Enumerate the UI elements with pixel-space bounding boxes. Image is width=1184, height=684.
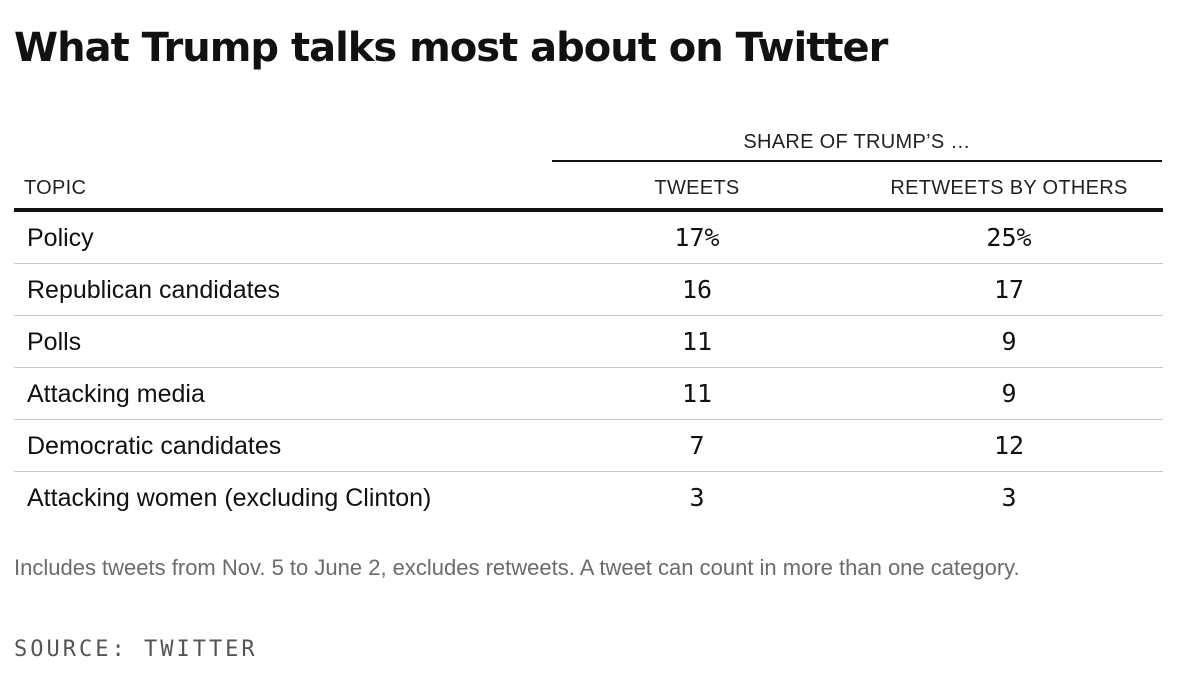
footnote: Includes tweets from Nov. 5 to June 2, e… xyxy=(14,555,1020,580)
tweets-cell: 11 xyxy=(681,327,713,356)
table-row: Attacking women (excluding Clinton) 3 3 xyxy=(14,472,1163,523)
column-header-retweets: RETWEETS BY OTHERS xyxy=(890,177,1128,199)
table-header-row: TOPIC TWEETS RETWEETS BY OTHERS xyxy=(14,170,1163,212)
table-row: Policy 17% 25% xyxy=(14,212,1163,264)
topic-cell: Democratic candidates xyxy=(27,432,282,460)
data-table: TOPIC TWEETS RETWEETS BY OTHERS Policy 1… xyxy=(14,170,1163,523)
source-credit: SOURCE: TWITTER xyxy=(14,637,258,662)
tweets-cell: 3 xyxy=(689,483,705,512)
retweets-cell: 17 xyxy=(993,275,1025,304)
chart-title: What Trump talks most about on Twitter xyxy=(14,25,888,71)
table-row: Republican candidates 16 17 xyxy=(14,264,1163,316)
topic-cell: Attacking women (excluding Clinton) xyxy=(27,484,432,512)
table-row: Democratic candidates 7 12 xyxy=(14,420,1163,472)
tweets-cell: 17% xyxy=(674,223,720,252)
retweets-cell: 12 xyxy=(993,431,1025,460)
tweets-cell: 7 xyxy=(689,431,705,460)
retweets-cell: 25% xyxy=(986,223,1032,252)
retweets-cell: 3 xyxy=(1001,483,1017,512)
topic-cell: Republican candidates xyxy=(27,276,280,304)
retweets-cell: 9 xyxy=(1001,327,1017,356)
topic-cell: Policy xyxy=(27,224,94,252)
topic-cell: Attacking media xyxy=(27,380,205,408)
table-row: Polls 11 9 xyxy=(14,316,1163,368)
topic-cell: Polls xyxy=(27,328,82,356)
column-header-tweets: TWEETS xyxy=(654,177,740,199)
column-group-header: SHARE OF TRUMP’S … xyxy=(552,128,1162,162)
tweets-cell: 16 xyxy=(681,275,713,304)
table-row: Attacking media 11 9 xyxy=(14,368,1163,420)
column-header-topic: TOPIC xyxy=(24,177,87,199)
retweets-cell: 9 xyxy=(1001,379,1017,408)
tweets-cell: 11 xyxy=(681,379,713,408)
